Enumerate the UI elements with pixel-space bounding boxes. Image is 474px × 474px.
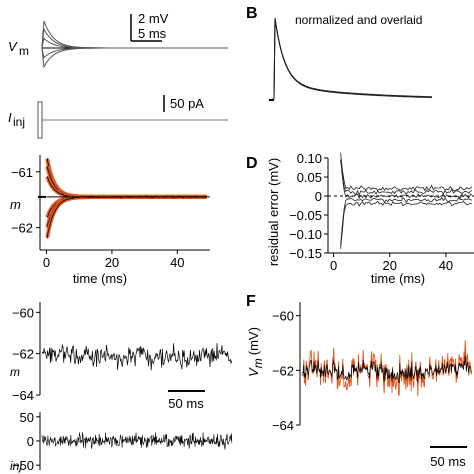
panel-d-ytick-label: 0 (315, 189, 322, 204)
panel-a-time-scale-label: 5 ms (138, 26, 167, 41)
panel-b-traces (269, 17, 433, 101)
panel-d-residual-trace (340, 200, 473, 249)
panel-f-ytick-label: −62 (272, 363, 294, 378)
panel-d-ytick-label: −0.10 (289, 227, 322, 242)
panel-d-ytick-label: −0.15 (289, 246, 322, 261)
panel-d-ytick-label: 0.05 (297, 170, 322, 185)
panel-d-axes: 0.10 0.05 0 −0.05 −0.10 −0.15 0 20 40 (289, 151, 474, 273)
panel-a-vm-trace (41, 20, 228, 49)
panel-c-xtick-label: 0 (43, 255, 50, 270)
panel-d: D 0.10 0.05 0 −0.05 −0.10 −0.15 0 20 40 residual… (246, 151, 474, 286)
panel-d-residual-trace (340, 196, 473, 246)
panel-f-letter: F (246, 293, 256, 310)
panel-d-residual-trace (340, 152, 473, 192)
panel-b-letter: B (246, 5, 258, 22)
panel-e-ytick-label: −64 (12, 388, 34, 403)
panel-a: V m 2 mV 5 ms I inj 50 pA (8, 11, 228, 139)
panel-c-traces (38, 158, 210, 239)
panel-a-voltage-scale-label: 2 mV (138, 11, 169, 26)
panel-c-ytick-label: −61 (11, 165, 33, 180)
panel-e-vm-trace (41, 343, 233, 371)
panel-c-fit-trace (45, 194, 207, 239)
panel-d-letter: D (246, 155, 258, 172)
panel-c-fit-trace (45, 158, 207, 199)
panel-c-xlabel: time (ms) (73, 271, 127, 286)
panel-e-current-ytick-label: 0 (27, 434, 34, 449)
panel-f-axes: −60 −62 −64 (272, 302, 301, 433)
panel-a-current-trace (37, 101, 228, 139)
panel-f-ylabel-v: V (246, 367, 261, 377)
panel-e-ylabel-sub: m (10, 365, 20, 379)
panel-c: −61 −62 0 20 40 m time (ms) (10, 155, 210, 286)
panel-e: −60 −62 −64 m 50 ms 50 0 −50 inj (10, 302, 233, 473)
panel-e-time-scale-label: 50 ms (168, 396, 204, 411)
panel-b-trace (272, 18, 433, 100)
panel-a-vm-sub: m (19, 44, 29, 58)
panel-f-ylabel: Vm (mV) (246, 327, 265, 377)
panel-c-fit-trace (45, 194, 207, 228)
panel-e-current-ytick-label: −50 (12, 458, 34, 473)
panel-f: F −60 −62 −64 Vm (mV) 50 ms (246, 293, 473, 469)
panel-d-ylabel: residual error (mV) (266, 158, 281, 266)
panel-e-ytick-label: −62 (12, 347, 34, 362)
panel-f-model-trace (301, 355, 472, 384)
panel-b: B normalized and overlaid (246, 5, 433, 101)
panel-a-iinj-label: I (8, 110, 12, 125)
panel-a-vm-trace (41, 47, 228, 69)
panel-d-ytick-label: −0.05 (289, 208, 322, 223)
panel-e-ytick-label: −60 (12, 305, 34, 320)
panel-e-current-ytick-label: 50 (20, 410, 34, 425)
panel-a-vm-traces (41, 20, 228, 69)
panel-c-axes: −61 −62 0 20 40 (11, 155, 210, 270)
panel-d-xtick-label: 40 (439, 258, 453, 273)
panel-c-data-trace (46, 195, 207, 228)
panel-a-iinj-sub: inj (13, 115, 25, 129)
panel-b-annotation: normalized and overlaid (295, 13, 422, 27)
panel-e-axes: −60 −62 −64 (12, 302, 41, 403)
panel-d-traces (340, 152, 473, 249)
panel-f-traces (301, 340, 473, 397)
panel-f-ytick-label: −64 (272, 418, 294, 433)
panel-e-current-trace (41, 432, 233, 450)
panel-f-ytick-label: −60 (272, 309, 294, 324)
panel-d-ytick-label: 0.10 (297, 151, 322, 166)
panel-c-xtick-label: 40 (170, 255, 184, 270)
panel-a-current-pulse (37, 101, 43, 139)
panel-a-vm-trace (41, 27, 228, 49)
panel-d-xtick-label: 20 (383, 258, 397, 273)
panel-c-data-trace (46, 158, 207, 199)
panel-f-ylabel-unit: (mV) (246, 327, 261, 355)
panel-f-ylabel-sub: m (251, 358, 265, 368)
panel-f-time-scale-label: 50 ms (430, 454, 466, 469)
panel-c-data-trace (46, 166, 207, 199)
panel-a-vm-label: V (8, 39, 18, 54)
panel-c-data-trace (46, 195, 207, 239)
panel-d-xlabel: time (ms) (371, 271, 425, 286)
panel-e-current-axes: 50 0 −50 (12, 410, 41, 473)
panel-a-current-scale-label: 50 pA (170, 96, 204, 111)
panel-d-residual-trace (340, 159, 473, 200)
panel-b-trace (272, 17, 433, 100)
panel-c-xtick-label: 20 (105, 255, 119, 270)
panel-e-current-ylabel-sub: inj (10, 459, 22, 473)
panel-e-traces (41, 343, 233, 371)
panel-c-fit-trace (45, 165, 207, 199)
panel-d-xtick-label: 0 (330, 258, 337, 273)
panel-d-residual-trace (340, 159, 473, 196)
panel-b-trace (272, 18, 433, 100)
panel-c-ylabel-sub: m (10, 197, 21, 212)
panel-e-current-noise (41, 432, 233, 450)
panel-c-ytick-label: −62 (11, 221, 33, 236)
